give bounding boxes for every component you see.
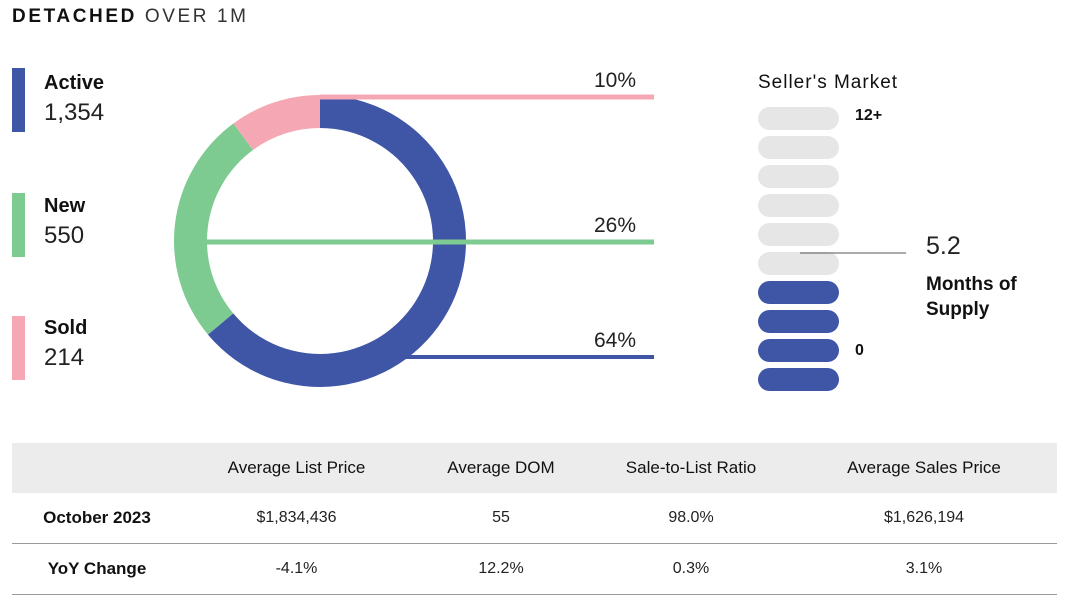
donut-slice-sold [233, 95, 320, 151]
supply-segment [758, 194, 839, 217]
legend-label-active: Active [44, 72, 105, 94]
column-header: Average List Price [182, 443, 411, 493]
table-cell: 3.1% [791, 543, 1057, 595]
legend-label-new: New [44, 195, 86, 217]
table-row: YoY Change -4.1% 12.2% 0.3% 3.1% [12, 543, 1057, 595]
supply-value: 5.2 [926, 232, 961, 260]
legend-value-new: 550 [44, 222, 85, 249]
donut-slice-active [207, 95, 467, 387]
table-cell: 12.2% [411, 543, 591, 595]
table-header-row: Average List Price Average DOM Sale-to-L… [12, 443, 1057, 493]
title-bold: DETACHED [12, 6, 137, 27]
supply-segment [758, 339, 839, 362]
supply-segment [758, 281, 839, 304]
legend-swatch-new [12, 193, 25, 257]
page-title: DETACHED OVER 1M [12, 6, 249, 28]
table-cell: 55 [411, 493, 591, 544]
supply-max-label: 12+ [855, 107, 883, 124]
supply-title: Seller's Market [758, 72, 899, 93]
donut-chart: 64% 26% 10% [173, 69, 654, 387]
column-header: Average Sales Price [791, 443, 1057, 493]
table-cell: $1,626,194 [791, 493, 1057, 544]
table-row: October 2023 $1,834,436 55 98.0% $1,626,… [12, 493, 1057, 544]
title-light: OVER 1M [144, 6, 249, 27]
table-cell: $1,834,436 [182, 493, 411, 544]
row-header: YoY Change [12, 543, 182, 595]
percent-label-active: 64% [594, 329, 636, 352]
supply-segment [758, 165, 839, 188]
supply-segment [758, 107, 839, 130]
table-cell: -4.1% [182, 543, 411, 595]
supply-label: Months of Supply [926, 274, 1017, 320]
legend-swatch-active [12, 68, 25, 132]
column-header: Sale-to-List Ratio [591, 443, 791, 493]
supply-min-label: 0 [855, 342, 864, 359]
table-cell: 0.3% [591, 543, 791, 595]
legend-value-active: 1,354 [44, 99, 105, 126]
percent-label-sold: 10% [594, 69, 636, 92]
supply-segment [758, 368, 839, 391]
table-cell: 98.0% [591, 493, 791, 544]
supply-segment [758, 252, 839, 275]
supply-segment [758, 310, 839, 333]
supply-segment [758, 136, 839, 159]
percent-label-new: 26% [594, 214, 636, 237]
legend-value-sold: 214 [44, 344, 85, 371]
column-header [12, 443, 182, 493]
legend-swatch-sold [12, 316, 25, 380]
donut-slice-new [173, 123, 253, 335]
row-header: October 2023 [12, 493, 182, 544]
legend-label-sold: Sold [44, 317, 88, 339]
supply-segment [758, 223, 839, 246]
column-header: Average DOM [411, 443, 591, 493]
stats-table: Average List Price Average DOM Sale-to-L… [12, 443, 1057, 595]
supply-pointer [800, 252, 906, 254]
